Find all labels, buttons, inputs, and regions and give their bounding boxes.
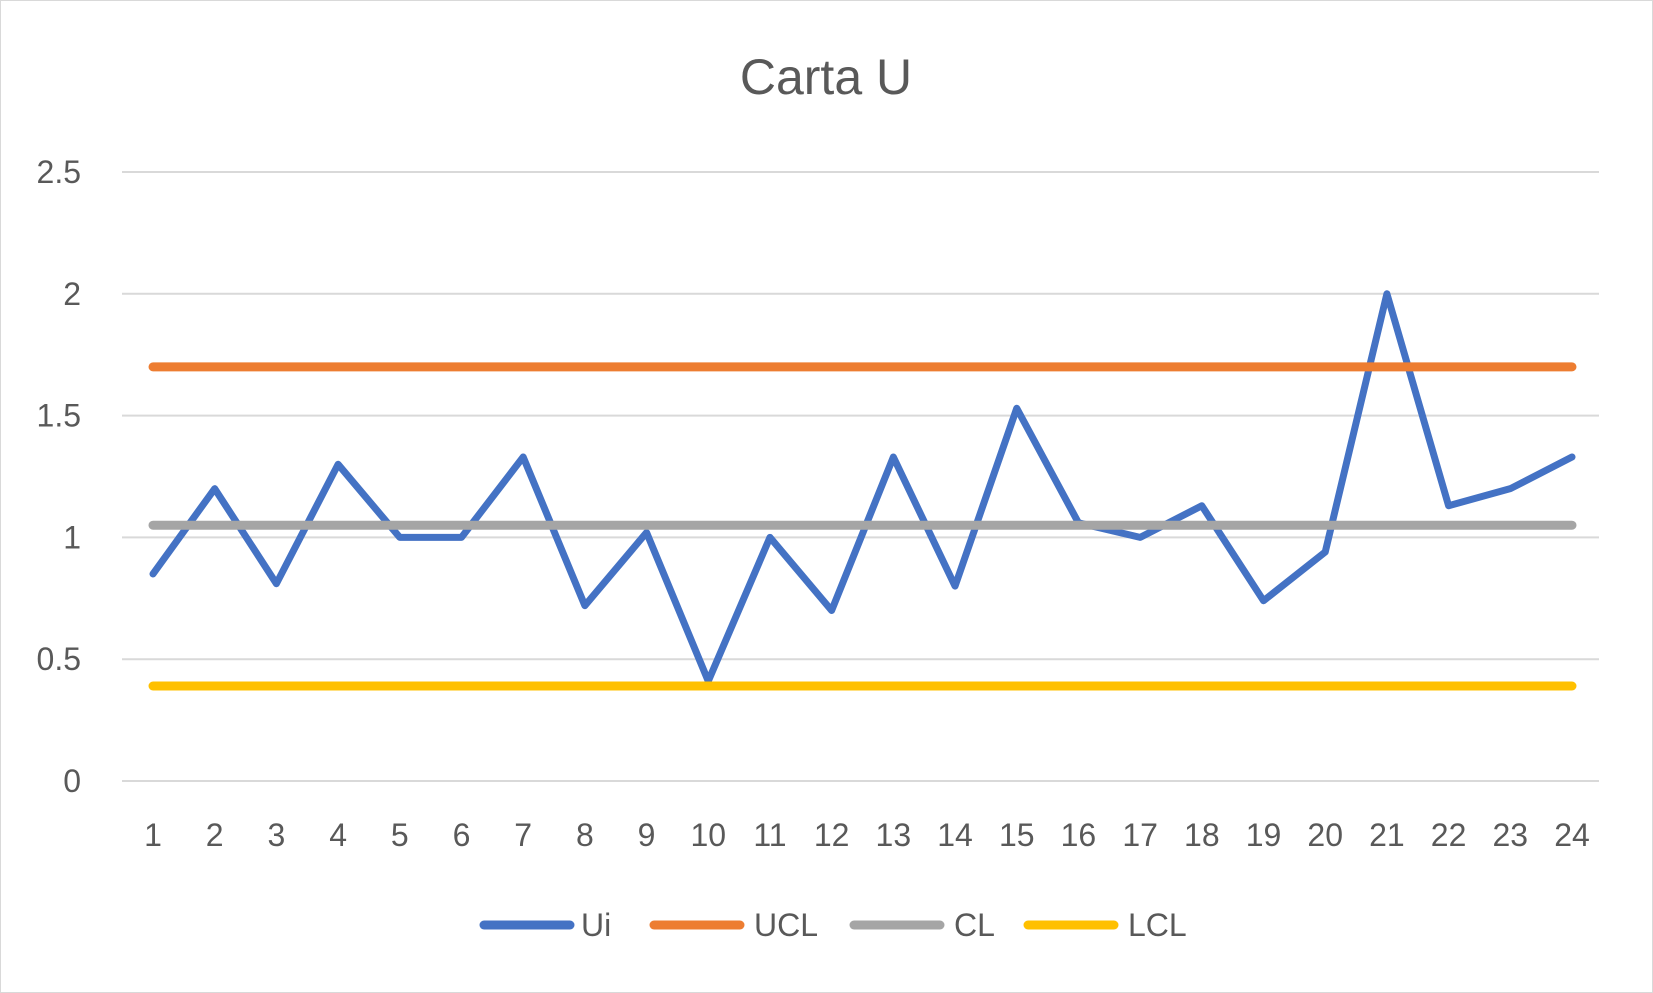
x-tick-label: 8 — [576, 817, 594, 853]
y-tick-label: 0.5 — [37, 641, 81, 677]
y-tick-label: 1.5 — [37, 398, 81, 434]
x-tick-label: 17 — [1122, 817, 1158, 853]
x-tick-label: 16 — [1061, 817, 1097, 853]
x-tick-label: 24 — [1554, 817, 1590, 853]
x-tick-label: 5 — [391, 817, 409, 853]
x-tick-label: 10 — [690, 817, 726, 853]
x-tick-label: 15 — [999, 817, 1035, 853]
x-tick-label: 6 — [453, 817, 471, 853]
x-tick-label: 9 — [638, 817, 656, 853]
x-tick-label: 22 — [1431, 817, 1467, 853]
legend-label-ui: Ui — [581, 907, 611, 943]
x-tick-label: 2 — [206, 817, 224, 853]
x-tick-label: 1 — [144, 817, 162, 853]
x-tick-label: 4 — [329, 817, 347, 853]
y-tick-label: 0 — [63, 763, 81, 799]
y-tick-label: 2.5 — [37, 154, 81, 190]
legend-label-cl: CL — [954, 907, 995, 943]
legend: Ui UCL CL LCL — [479, 907, 1187, 943]
x-tick-label: 7 — [514, 817, 532, 853]
series-line-ui — [149, 290, 1576, 685]
x-tick-label: 23 — [1493, 817, 1529, 853]
series-lines — [148, 290, 1577, 691]
x-tick-label: 19 — [1246, 817, 1282, 853]
x-tick-label: 3 — [267, 817, 285, 853]
x-tick-label: 21 — [1369, 817, 1405, 853]
y-tick-label: 2 — [63, 276, 81, 312]
x-tick-label: 14 — [937, 817, 973, 853]
x-tick-label: 20 — [1307, 817, 1343, 853]
x-tick-label: 13 — [876, 817, 912, 853]
y-tick-label: 1 — [63, 519, 81, 555]
x-tick-label: 11 — [753, 817, 786, 853]
x-axis-ticks: 1 2 3 4 5 6 7 8 9 10 11 12 13 14 15 16 17 18 19 20 21 22 23 24 — [144, 817, 1590, 853]
legend-label-lcl: LCL — [1128, 907, 1187, 943]
x-tick-label: 12 — [814, 817, 850, 853]
x-tick-label: 18 — [1184, 817, 1220, 853]
legend-label-ucl: UCL — [754, 907, 818, 943]
chart-title: Carta U — [740, 49, 912, 105]
y-axis-ticks: 0 0.5 1 1.5 2 2.5 — [37, 154, 81, 799]
